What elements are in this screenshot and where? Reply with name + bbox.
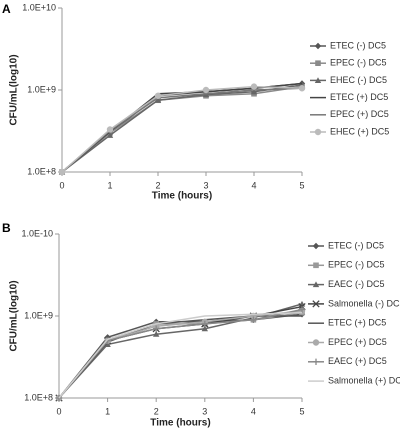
- legend-label: EHEC (+) DC5: [330, 126, 389, 136]
- x-tick-label: 2: [155, 180, 160, 190]
- marker: [106, 126, 114, 133]
- y-axis-title: CFU/mL(log10): [9, 280, 20, 351]
- series-line: [61, 85, 303, 173]
- marker: [201, 320, 208, 328]
- marker: [312, 281, 320, 288]
- marker: [153, 330, 160, 337]
- legend-label: Salmonella (+) DC5: [328, 375, 400, 385]
- marker: [154, 97, 162, 103]
- y-tick-label: 1.0E+8: [24, 392, 53, 402]
- legend-label: EPEC (-) DC5: [330, 58, 387, 68]
- marker: [313, 262, 319, 269]
- marker: [298, 306, 306, 313]
- legend-label: ETEC (-) DC5: [328, 240, 384, 250]
- marker: [312, 242, 320, 250]
- marker: [314, 77, 322, 83]
- x-tick-label: 0: [56, 406, 61, 416]
- y-tick-label: 1.0E+9: [24, 310, 53, 320]
- series-line: [61, 84, 303, 173]
- series-line: [61, 85, 303, 173]
- x-tick-label: 5: [299, 180, 304, 190]
- x-tick-label: 1: [105, 406, 110, 416]
- legend-label: EPEC (+) DC5: [328, 337, 387, 347]
- marker: [154, 92, 162, 99]
- legend-label: ETEC (+) DC5: [330, 92, 388, 102]
- series-line: [61, 87, 303, 173]
- legend-label: EHEC (-) DC5: [330, 75, 387, 85]
- panel-label: A: [2, 2, 11, 16]
- legend-label: EPEC (-) DC5: [328, 260, 385, 270]
- x-tick-label: 2: [154, 406, 159, 416]
- x-tick-label: 0: [59, 180, 64, 190]
- marker: [312, 339, 320, 346]
- marker: [312, 358, 320, 365]
- y-tick-label: 1.0E+9: [27, 84, 56, 94]
- x-tick-label: 5: [299, 406, 304, 416]
- legend-label: ETEC (-) DC5: [330, 40, 386, 50]
- x-tick-label: 3: [203, 180, 208, 190]
- x-tick-label: 4: [251, 180, 256, 190]
- marker: [312, 300, 320, 308]
- series-line: [58, 311, 303, 399]
- y-tick-label: 1.0E+10: [22, 2, 56, 12]
- marker: [250, 316, 257, 323]
- marker: [201, 325, 208, 332]
- marker: [202, 86, 210, 94]
- y-axis-title: CFU/mL(log10): [9, 54, 20, 125]
- marker: [314, 128, 322, 136]
- y-tick-label: 1.0E+8: [27, 166, 56, 176]
- legend-label: EPEC (+) DC5: [330, 109, 389, 119]
- legend-label: EAEC (+) DC5: [328, 356, 387, 366]
- marker: [314, 42, 322, 50]
- marker: [153, 325, 160, 332]
- x-tick-label: 1: [107, 180, 112, 190]
- x-axis-title: Time (hours): [152, 191, 212, 202]
- marker: [298, 85, 306, 92]
- series-line: [58, 315, 302, 399]
- legend-label: EAEC (-) DC5: [328, 279, 385, 289]
- x-axis-title: Time (hours): [150, 418, 210, 429]
- panel-label: B: [2, 221, 11, 235]
- x-tick-label: 3: [202, 406, 207, 416]
- marker: [58, 168, 66, 176]
- legend-label: ETEC (+) DC5: [328, 318, 386, 328]
- marker: [315, 60, 321, 66]
- legend-label: Salmonella (-) DC5: [328, 298, 400, 308]
- y-tick-label: 1.0E-10: [21, 228, 53, 238]
- marker: [106, 132, 114, 138]
- marker: [250, 88, 258, 95]
- marker: [250, 83, 258, 90]
- x-tick-label: 4: [251, 406, 256, 416]
- marker: [104, 341, 111, 347]
